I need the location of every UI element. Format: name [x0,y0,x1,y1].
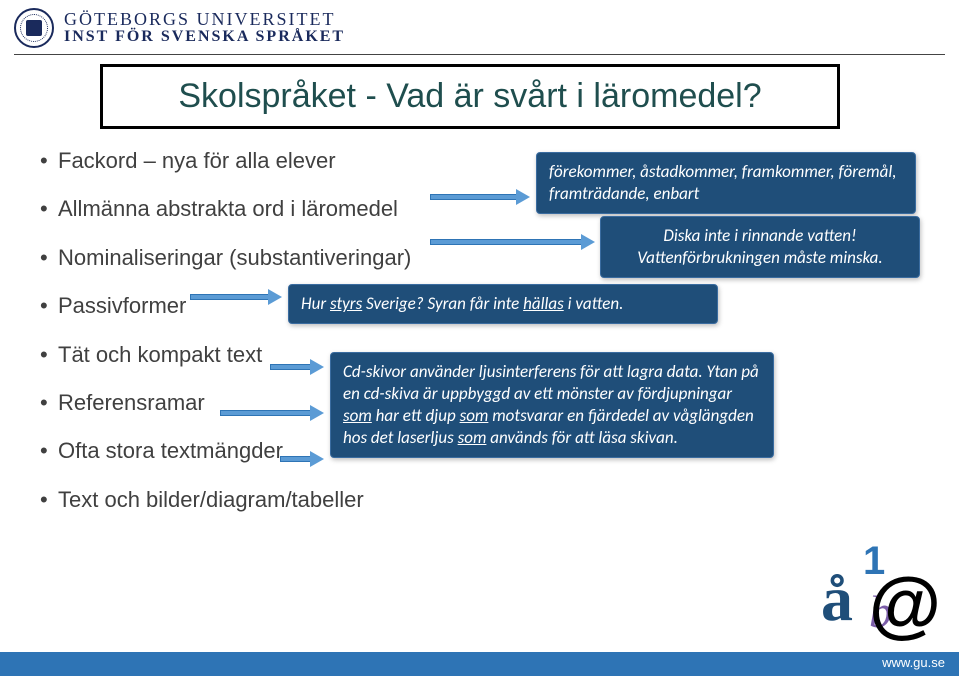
callout-nominalizations: Diska inte i rinnande vatten! Vattenförb… [600,216,920,278]
callout-text-underline: hällas [523,293,564,314]
callout-passive: Hur styrs Sverige? Syran får inte hällas… [288,284,718,324]
callout-text-underline: styrs [330,293,362,314]
callout-text-underline: som [343,405,372,426]
callout-compact-text: Cd-skivor använder ljusinterferens för a… [330,352,774,458]
callout-text-underline: som [460,405,489,426]
callout-text-underline: som [458,427,487,448]
arrow-icon [430,235,595,249]
callout-text: används för att läsa skivan. [486,427,677,448]
list-item: Fackord – nya för alla elever [40,148,540,174]
university-text: GÖTEBORGS UNIVERSITET INST FÖR SVENSKA S… [64,10,345,46]
callout-text: Sverige? Syran får inte [362,293,523,314]
callout-text: förekommer, åstadkommer, framkommer, för… [549,161,897,204]
university-header: GÖTEBORGS UNIVERSITET INST FÖR SVENSKA S… [0,0,959,52]
callout-text: i vatten. [564,293,624,314]
footer-url: www.gu.se [882,655,945,670]
callout-text: Cd-skivor använder ljusinterferens för a… [343,361,759,404]
slide-title: Skolspråket - Vad är svårt i läromedel? [178,77,761,115]
arrow-icon [430,190,530,204]
footer-bar: www.gu.se [0,652,959,676]
callout-text: Diska inte i rinnande vatten! [663,225,856,246]
bullet-list: Fackord – nya för alla elever Allmänna a… [40,148,540,535]
university-name: GÖTEBORGS UNIVERSITET [64,10,345,29]
arrow-icon [270,360,324,374]
logo-at-icon: @ [869,561,941,646]
corner-logo: 1 å b @ [821,545,941,640]
slide-title-box: Skolspråket - Vad är svårt i läromedel? [100,64,840,129]
crest-icon [14,8,54,48]
callout-abstract-words: förekommer, åstadkommer, framkommer, för… [536,152,916,214]
callout-text: Vattenförbrukningen måste minska. [637,247,882,268]
arrow-icon [280,452,324,466]
callout-text: Hur [301,293,330,314]
list-item: Text och bilder/diagram/tabeller [40,487,540,513]
arrow-icon [190,290,282,304]
institute-name: INST FÖR SVENSKA SPRÅKET [64,29,345,46]
header-divider [14,54,945,55]
callout-text: har ett djup [372,405,460,426]
arrow-icon [220,406,324,420]
logo-a-icon: å [821,562,853,636]
